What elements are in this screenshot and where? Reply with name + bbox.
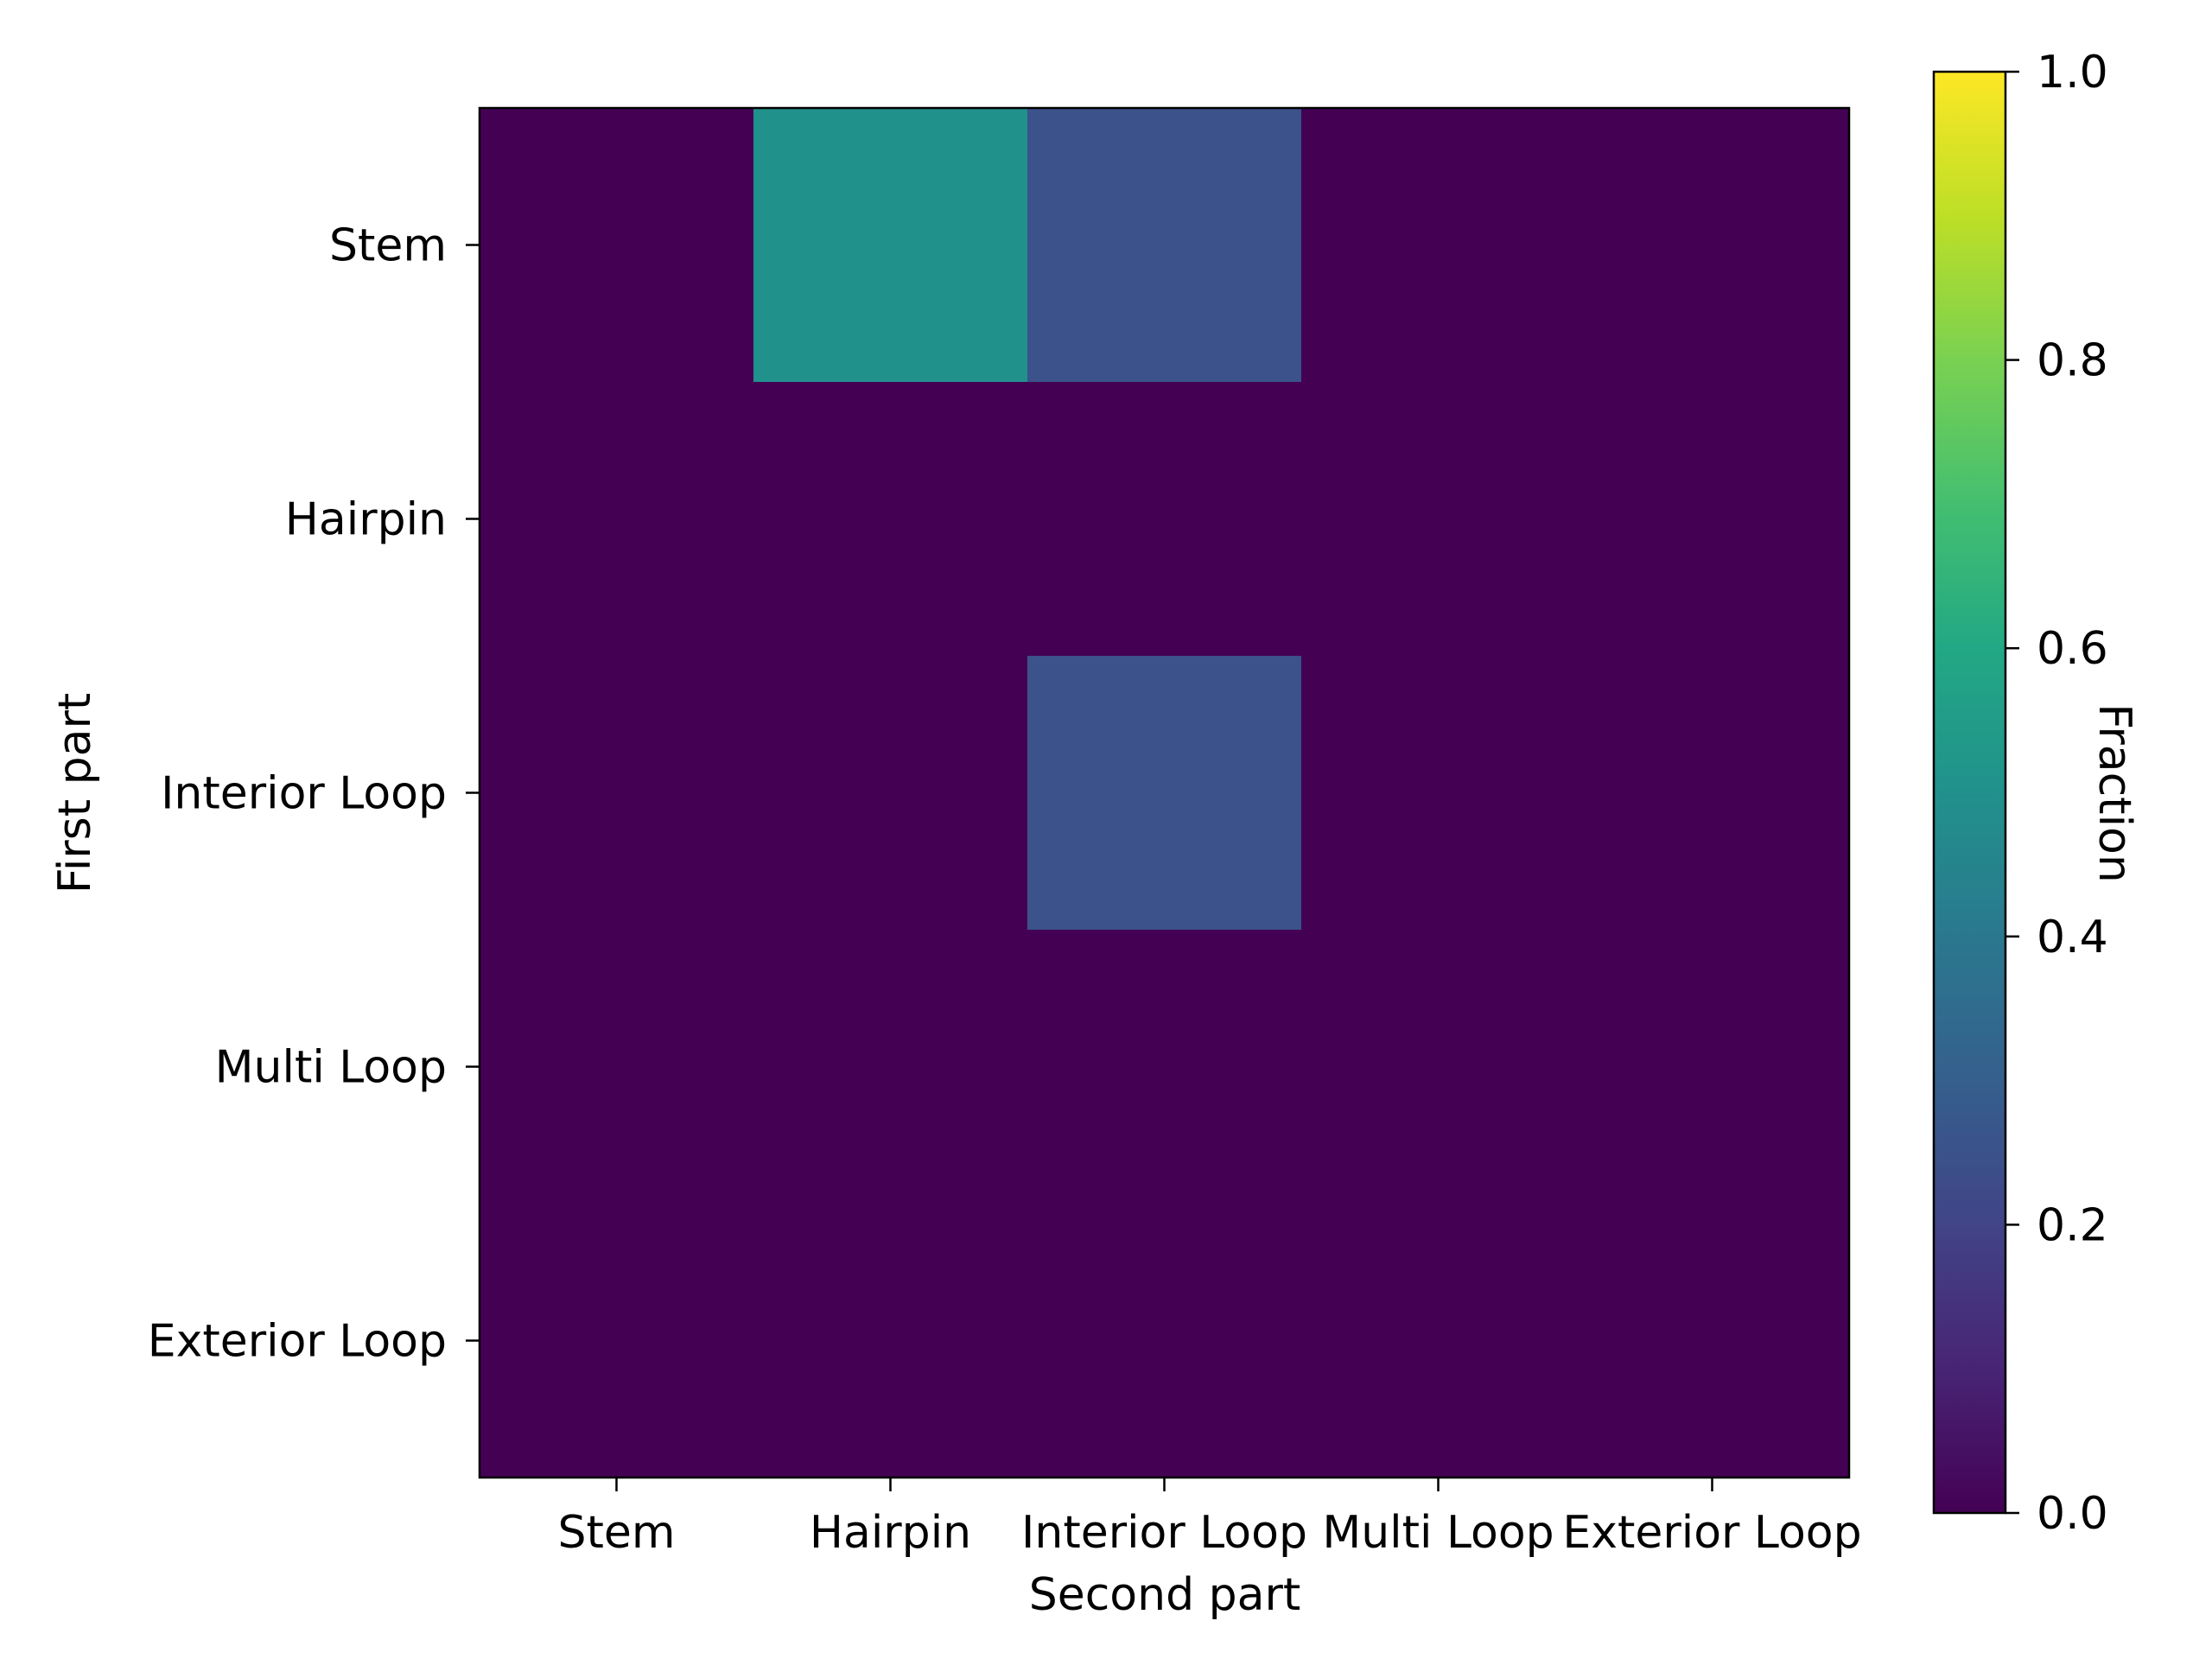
x-tick-label: Exterior Loop (1562, 1507, 1861, 1559)
colorbar-label: Fraction (2088, 703, 2140, 883)
y-tick-label: Stem (329, 220, 447, 272)
heatmap-cell (480, 1204, 754, 1478)
heatmap-cell (753, 382, 1028, 657)
colorbar-tick-label: 0.2 (2037, 1199, 2108, 1251)
x-tick-label: Multi Loop (1322, 1507, 1554, 1559)
heatmap-cell (1027, 1204, 1302, 1478)
heatmap-cell (1575, 930, 1850, 1205)
x-axis: Stem Hairpin Interior Loop Multi Loop Exteri… (557, 1478, 1862, 1559)
colorbar-tick-label: 0.4 (2037, 912, 2108, 963)
colorbar-tick-label: 0.0 (2037, 1488, 2108, 1540)
x-tick-label: Stem (557, 1507, 675, 1559)
colorbar-tick-label: 0.6 (2037, 623, 2108, 675)
heatmap-cell (1575, 1204, 1850, 1478)
heatmap-cell (753, 930, 1028, 1205)
heatmap-cell (1575, 382, 1850, 657)
colorbar (1932, 70, 2007, 1515)
heatmap-cell (1301, 108, 1576, 383)
y-tick-label: Multi Loop (215, 1042, 447, 1094)
y-tick-label: Hairpin (285, 494, 447, 546)
y-tick-label: Interior Loop (161, 768, 447, 820)
heatmap-cell (1575, 656, 1850, 931)
heatmap-cell (753, 1204, 1028, 1478)
heatmap-cell (1027, 382, 1302, 657)
heatmap-cell (480, 930, 754, 1205)
heatmap-cell (1027, 108, 1302, 383)
heatmap-cell (1301, 930, 1576, 1205)
x-tick-label: Interior Loop (1021, 1507, 1307, 1559)
colorbar-tick-label: 1.0 (2037, 47, 2108, 99)
colorbar-tick-label: 0.8 (2037, 335, 2108, 387)
heatmap-cell (480, 656, 754, 931)
y-tick-label: Exterior Loop (148, 1316, 447, 1368)
x-tick-label: Hairpin (810, 1507, 971, 1559)
heatmap-cell (753, 108, 1028, 383)
x-axis-label: Second part (1029, 1569, 1301, 1621)
heatmap-cell (480, 108, 754, 383)
heatmap-cell (1027, 930, 1302, 1205)
heatmap-cell (1301, 1204, 1576, 1478)
heatmap-cell (1575, 108, 1850, 383)
heatmap-cell (480, 382, 754, 657)
heatmap-cell (1301, 656, 1576, 931)
y-axis: Stem Hairpin Interior Loop Multi Loop Exteri… (148, 220, 480, 1368)
colorbar-axis: 0.0 0.2 0.4 0.6 0.8 1.0 (2005, 47, 2108, 1540)
heatmap-cell (1301, 382, 1576, 657)
heatmap-cell (1027, 656, 1302, 931)
y-axis-label: First part (49, 693, 101, 894)
heatmap-cells (480, 108, 1850, 1478)
heatmap-cell (753, 656, 1028, 931)
